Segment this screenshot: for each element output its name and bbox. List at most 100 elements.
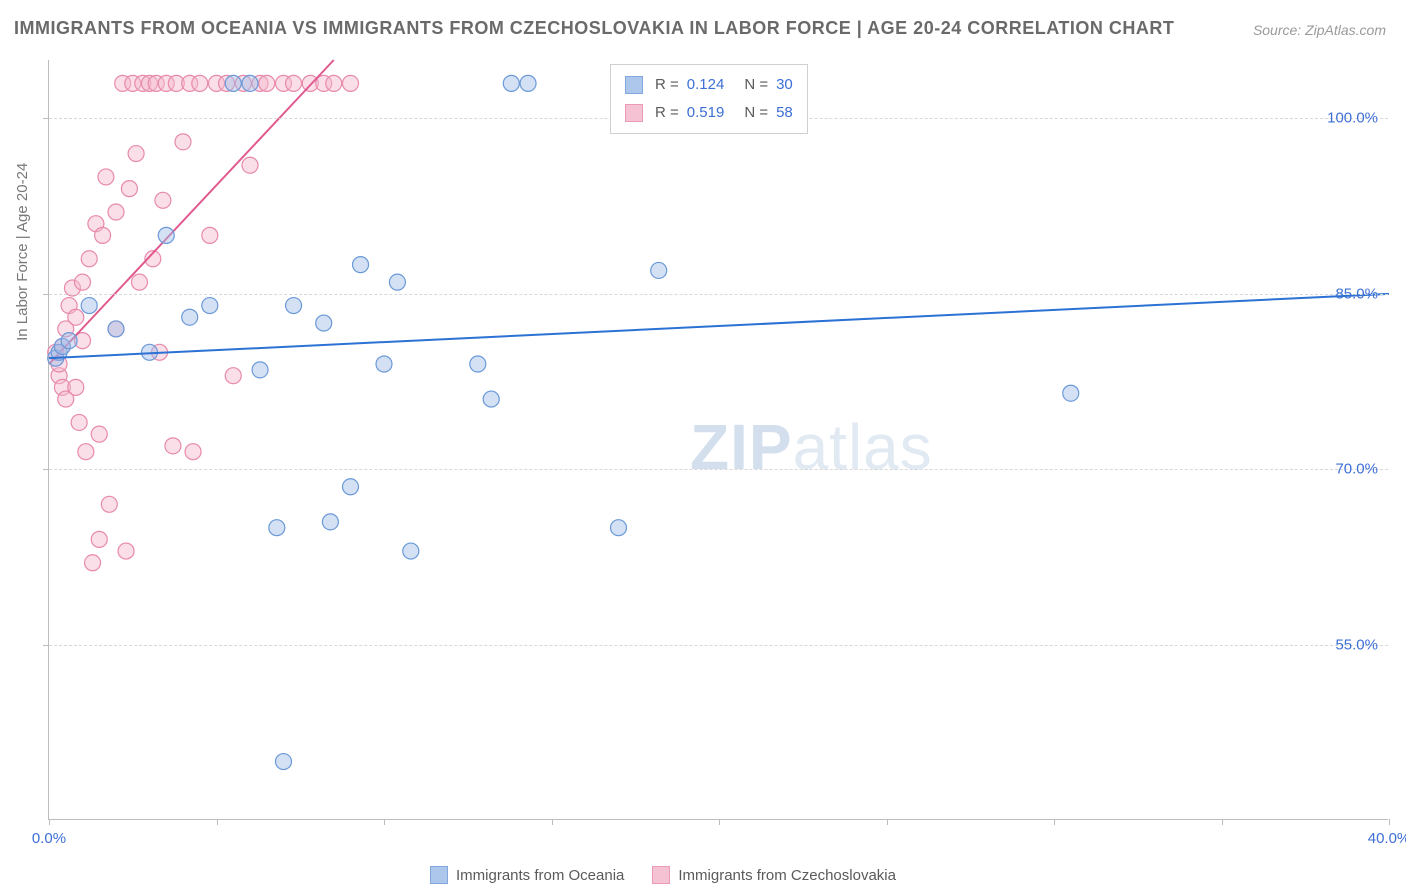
data-point [520, 75, 536, 91]
data-point [316, 315, 332, 331]
scatter-svg [49, 60, 1388, 819]
ytick-label: 85.0% [1335, 285, 1378, 302]
n-value-oceania: 30 [776, 71, 793, 99]
ytick-mark [43, 294, 49, 295]
r-label: R = [655, 71, 679, 99]
data-point [128, 146, 144, 162]
data-point [202, 227, 218, 243]
xtick-label: 40.0% [1368, 830, 1406, 847]
xtick-label: 0.0% [32, 830, 66, 847]
data-point [68, 379, 84, 395]
data-point [75, 274, 91, 290]
data-point [155, 192, 171, 208]
xtick-mark [1222, 819, 1223, 825]
r-label: R = [655, 99, 679, 127]
data-point [242, 75, 258, 91]
xtick-mark [217, 819, 218, 825]
r-value-oceania: 0.124 [687, 71, 725, 99]
ytick-label: 70.0% [1335, 461, 1378, 478]
data-point [95, 227, 111, 243]
legend-item-czech: Immigrants from Czechoslovakia [652, 866, 896, 884]
legend-label-oceania: Immigrants from Oceania [456, 867, 624, 884]
data-point [343, 75, 359, 91]
ytick-label: 55.0% [1335, 636, 1378, 653]
data-point [121, 181, 137, 197]
gridline-h [49, 469, 1388, 470]
data-point [108, 321, 124, 337]
data-point [101, 496, 117, 512]
xtick-mark [49, 819, 50, 825]
data-point [353, 257, 369, 273]
data-point [322, 514, 338, 530]
legend-stats-row-oceania: R = 0.124 N = 30 [625, 71, 793, 99]
n-label: N = [744, 99, 768, 127]
data-point [403, 543, 419, 559]
n-label: N = [744, 71, 768, 99]
legend-swatch-oceania [430, 866, 448, 884]
data-point [165, 438, 181, 454]
data-point [81, 251, 97, 267]
data-point [158, 227, 174, 243]
data-point [71, 414, 87, 430]
legend-swatch-oceania [625, 76, 643, 94]
data-point [225, 368, 241, 384]
data-point [98, 169, 114, 185]
xtick-mark [552, 819, 553, 825]
ytick-label: 100.0% [1327, 110, 1378, 127]
data-point [175, 134, 191, 150]
data-point [91, 426, 107, 442]
data-point [68, 309, 84, 325]
plot-area: 55.0%70.0%85.0%100.0%0.0%40.0% [48, 60, 1388, 820]
legend-swatch-czech [625, 104, 643, 122]
data-point [242, 157, 258, 173]
ytick-mark [43, 645, 49, 646]
gridline-h [49, 294, 1388, 295]
xtick-mark [887, 819, 888, 825]
data-point [131, 274, 147, 290]
legend-series: Immigrants from Oceania Immigrants from … [430, 866, 896, 884]
data-point [91, 531, 107, 547]
r-value-czech: 0.519 [687, 99, 725, 127]
y-axis-label: In Labor Force | Age 20-24 [14, 163, 31, 341]
data-point [1063, 385, 1079, 401]
data-point [252, 362, 268, 378]
data-point [259, 75, 275, 91]
data-point [185, 444, 201, 460]
data-point [376, 356, 392, 372]
data-point [276, 754, 292, 770]
trend-line [49, 294, 1389, 358]
legend-label-czech: Immigrants from Czechoslovakia [678, 867, 896, 884]
data-point [483, 391, 499, 407]
gridline-h [49, 645, 1388, 646]
data-point [118, 543, 134, 559]
data-point [61, 333, 77, 349]
data-point [202, 298, 218, 314]
data-point [470, 356, 486, 372]
data-point [81, 298, 97, 314]
data-point [286, 298, 302, 314]
legend-stats: R = 0.124 N = 30 R = 0.519 N = 58 [610, 64, 808, 134]
chart-title: IMMIGRANTS FROM OCEANIA VS IMMIGRANTS FR… [14, 18, 1174, 39]
data-point [389, 274, 405, 290]
data-point [85, 555, 101, 571]
data-point [343, 479, 359, 495]
data-point [286, 75, 302, 91]
ytick-mark [43, 118, 49, 119]
legend-stats-row-czech: R = 0.519 N = 58 [625, 99, 793, 127]
xtick-mark [384, 819, 385, 825]
xtick-mark [719, 819, 720, 825]
source-label: Source: ZipAtlas.com [1253, 22, 1386, 38]
data-point [326, 75, 342, 91]
n-value-czech: 58 [776, 99, 793, 127]
data-point [78, 444, 94, 460]
data-point [192, 75, 208, 91]
xtick-mark [1389, 819, 1390, 825]
data-point [225, 75, 241, 91]
data-point [611, 520, 627, 536]
legend-swatch-czech [652, 866, 670, 884]
xtick-mark [1054, 819, 1055, 825]
data-point [182, 309, 198, 325]
data-point [269, 520, 285, 536]
data-point [651, 262, 667, 278]
legend-item-oceania: Immigrants from Oceania [430, 866, 624, 884]
